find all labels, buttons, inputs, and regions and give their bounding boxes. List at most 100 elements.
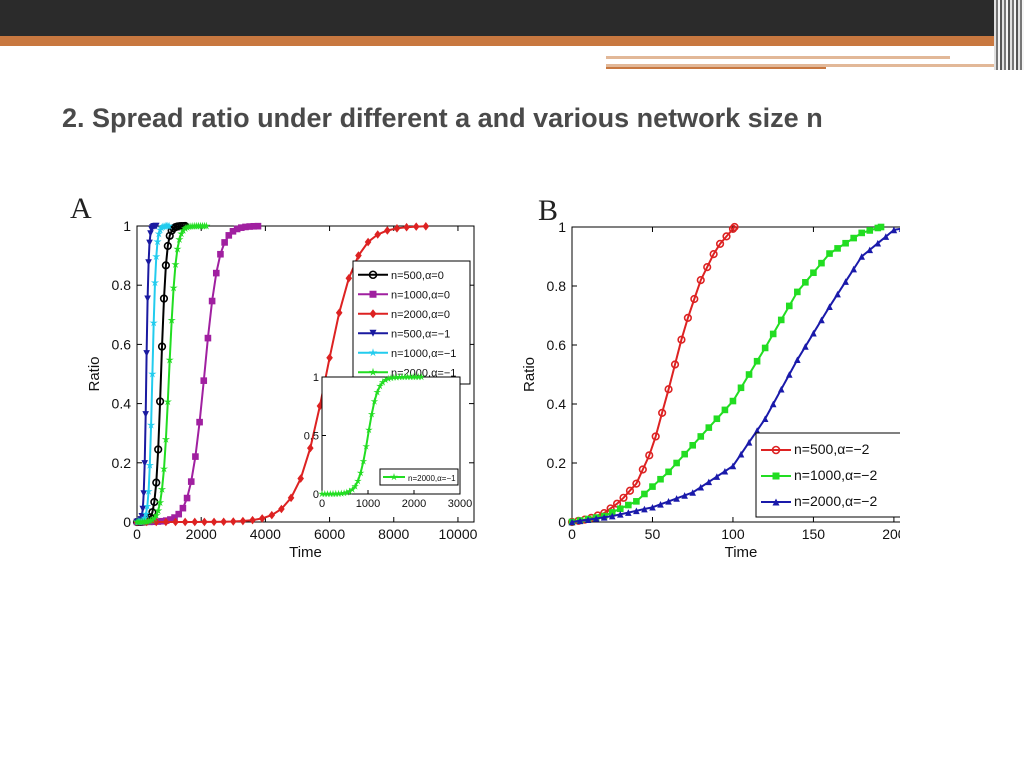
data-point bbox=[670, 360, 680, 369]
data-point bbox=[737, 384, 745, 392]
data-point bbox=[728, 224, 738, 233]
data-point bbox=[162, 517, 170, 527]
data-point bbox=[409, 373, 417, 381]
data-point bbox=[239, 516, 247, 526]
legend-label: n=1000,α=0 bbox=[391, 289, 450, 301]
data-point bbox=[144, 487, 153, 495]
panel-label-b: B bbox=[538, 194, 559, 227]
data-point bbox=[356, 469, 365, 477]
data-point bbox=[729, 397, 737, 405]
data-point bbox=[381, 376, 390, 384]
x-tick-label: 0 bbox=[568, 526, 576, 542]
data-point bbox=[249, 515, 256, 525]
x-tick-label: 4000 bbox=[250, 526, 281, 542]
data-point bbox=[201, 517, 208, 527]
data-point bbox=[365, 426, 373, 434]
data-point bbox=[882, 233, 890, 240]
data-point bbox=[818, 316, 825, 324]
data-point bbox=[721, 467, 729, 475]
data-point bbox=[181, 517, 189, 527]
data-point bbox=[689, 489, 697, 496]
data-point bbox=[187, 478, 195, 485]
data-point bbox=[785, 302, 793, 310]
data-point bbox=[584, 516, 592, 523]
data-point bbox=[632, 479, 641, 488]
data-point bbox=[229, 227, 237, 235]
data-point bbox=[665, 498, 672, 505]
accent-bar bbox=[0, 36, 1024, 46]
data-point bbox=[777, 316, 785, 324]
data-point bbox=[683, 313, 692, 322]
data-point bbox=[334, 489, 343, 497]
data-point bbox=[217, 250, 224, 258]
inset-x-tick-label: 3000 bbox=[448, 498, 472, 510]
data-point bbox=[769, 400, 777, 408]
data-point bbox=[171, 514, 178, 521]
data-point bbox=[146, 239, 153, 247]
data-point bbox=[673, 495, 680, 502]
data-point bbox=[722, 232, 731, 241]
data-point bbox=[171, 260, 180, 268]
data-point bbox=[625, 509, 632, 516]
data-point bbox=[657, 501, 664, 508]
data-point bbox=[785, 371, 793, 378]
data-point bbox=[148, 369, 157, 378]
data-point bbox=[154, 445, 163, 454]
data-point bbox=[152, 511, 161, 519]
corner-stripes bbox=[994, 0, 1024, 70]
data-point bbox=[148, 515, 157, 524]
y-tick-label: 0.2 bbox=[547, 455, 567, 471]
data-point bbox=[362, 442, 370, 450]
data-point bbox=[753, 427, 761, 434]
legend: n=500,α=−2 n=1000,α=−2 n=2000,α=−2 bbox=[755, 432, 900, 518]
y-tick-label: 0.6 bbox=[547, 337, 567, 353]
data-point bbox=[332, 489, 340, 498]
chart-b: 0 50 100 150 200 0 0.2 0.4 0.6 0.8 1 Time Ratio n=500… bbox=[521, 219, 900, 561]
data-point bbox=[697, 483, 705, 491]
data-point bbox=[359, 457, 368, 465]
data-point bbox=[175, 510, 183, 518]
accent-line bbox=[606, 64, 1006, 67]
data-point bbox=[866, 227, 874, 234]
data-point bbox=[169, 283, 178, 292]
legend-label: n=500,α=−2 bbox=[794, 441, 870, 457]
x-tick-label: 8000 bbox=[378, 526, 409, 542]
legend-label: n=2000,α=−2 bbox=[794, 493, 877, 509]
data-point bbox=[152, 478, 161, 487]
data-point bbox=[619, 493, 628, 502]
data-point bbox=[745, 439, 753, 446]
data-point bbox=[633, 507, 640, 515]
data-point bbox=[373, 388, 381, 396]
data-point bbox=[689, 442, 697, 449]
data-point bbox=[242, 223, 249, 231]
x-tick-label: 6000 bbox=[314, 526, 345, 542]
inset-legend-marker bbox=[390, 473, 398, 481]
legend-marker bbox=[369, 329, 377, 337]
data-point bbox=[154, 506, 163, 515]
data-point bbox=[200, 377, 208, 384]
data-point bbox=[141, 509, 151, 518]
data-point bbox=[181, 224, 190, 232]
data-point bbox=[179, 504, 187, 512]
data-point bbox=[348, 485, 357, 493]
data-point bbox=[877, 223, 885, 231]
data-point bbox=[145, 259, 152, 266]
legend-marker bbox=[772, 472, 780, 480]
data-point bbox=[395, 373, 404, 381]
x-axis-label: Time bbox=[289, 544, 322, 561]
data-point bbox=[568, 518, 576, 526]
data-point bbox=[196, 418, 203, 426]
data-point bbox=[374, 230, 382, 239]
data-point bbox=[212, 269, 220, 277]
data-point bbox=[681, 492, 688, 499]
data-point bbox=[210, 517, 218, 527]
data-point bbox=[159, 294, 169, 303]
data-point bbox=[645, 451, 654, 460]
data-point bbox=[183, 494, 191, 502]
y-tick-label: 0.8 bbox=[112, 277, 132, 293]
data-point bbox=[664, 385, 673, 394]
data-point bbox=[167, 516, 174, 523]
data-point bbox=[677, 335, 686, 344]
data-point bbox=[657, 475, 664, 483]
data-point bbox=[229, 517, 237, 526]
